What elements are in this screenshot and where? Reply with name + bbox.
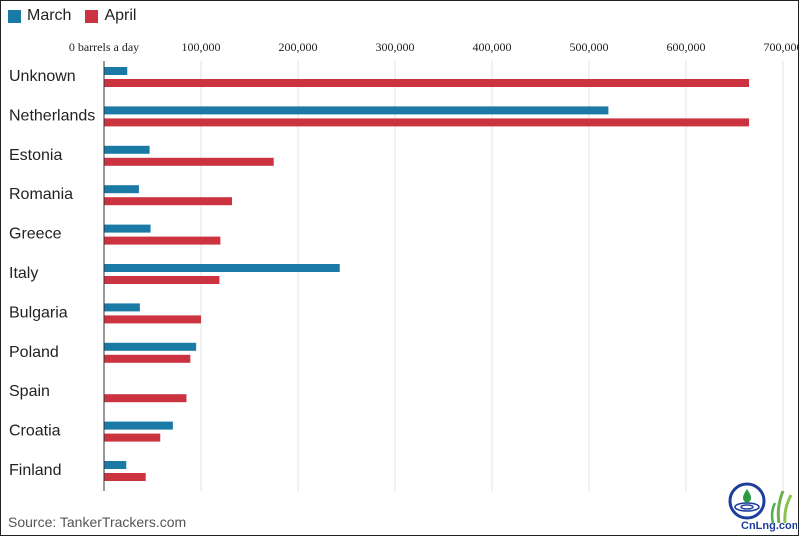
bar-april bbox=[104, 433, 161, 442]
bar-april bbox=[104, 157, 274, 166]
category-label: Netherlands bbox=[9, 107, 95, 124]
bar-april bbox=[104, 276, 220, 284]
bar-april bbox=[104, 236, 221, 245]
bar-april bbox=[104, 79, 750, 87]
bar-march bbox=[104, 421, 173, 430]
bar-march bbox=[104, 461, 127, 469]
legend-label-march: March bbox=[27, 7, 72, 24]
category-label: Unknown bbox=[9, 68, 76, 85]
category-label: Poland bbox=[9, 344, 59, 361]
category-label: Croatia bbox=[9, 423, 61, 440]
bar-march bbox=[104, 342, 197, 351]
category-label: Finland bbox=[9, 462, 61, 479]
legend-item-april[interactable]: April bbox=[85, 7, 136, 25]
legend-swatch-march bbox=[8, 9, 21, 23]
bar-april bbox=[104, 354, 191, 363]
category-label: Spain bbox=[9, 383, 50, 400]
legend: March April bbox=[8, 7, 136, 25]
cnlng-logo-icon: CnLng.com bbox=[728, 482, 797, 532]
logo-text: CnLng.com bbox=[741, 520, 797, 532]
bar-march bbox=[104, 224, 151, 233]
x-tick-label: 0 barrels a day bbox=[69, 40, 139, 54]
bar-march bbox=[104, 106, 609, 115]
category-label: Estonia bbox=[9, 147, 62, 164]
bar-march bbox=[104, 67, 128, 75]
x-tick-label: 100,000 bbox=[182, 40, 221, 54]
category-label: Bulgaria bbox=[9, 304, 68, 321]
x-tick-label: 300,000 bbox=[376, 40, 415, 54]
bar-april bbox=[104, 197, 233, 206]
bar-march bbox=[104, 264, 340, 272]
category-label: Greece bbox=[9, 226, 62, 243]
bar-april bbox=[104, 118, 750, 127]
bar-march bbox=[104, 145, 150, 154]
category-label: Italy bbox=[9, 265, 38, 282]
legend-swatch-april bbox=[85, 9, 99, 23]
legend-label-april: April bbox=[104, 7, 137, 24]
x-tick-label: 500,000 bbox=[570, 40, 609, 54]
category-label: Romania bbox=[9, 186, 73, 203]
bar-april bbox=[104, 394, 187, 403]
bar-april bbox=[104, 473, 146, 481]
x-tick-label: 400,000 bbox=[473, 40, 512, 54]
x-tick-label: 200,000 bbox=[279, 40, 318, 54]
source-note: Source: TankerTrackers.com bbox=[8, 514, 187, 530]
legend-item-march[interactable]: March bbox=[8, 7, 71, 25]
bar-april bbox=[104, 315, 201, 324]
bar-march bbox=[104, 303, 140, 312]
x-tick-label: 700,000 bbox=[764, 40, 799, 54]
x-tick-label: 600,000 bbox=[667, 40, 706, 54]
bar-march bbox=[104, 185, 139, 194]
